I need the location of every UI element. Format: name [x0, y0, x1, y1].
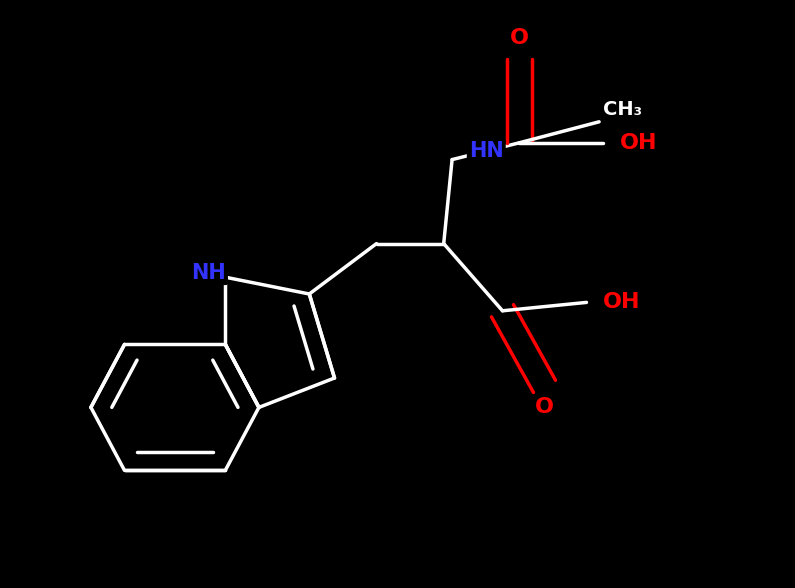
Text: NH: NH	[191, 263, 226, 283]
Text: O: O	[510, 28, 529, 48]
Text: CH₃: CH₃	[603, 100, 642, 119]
Text: OH: OH	[620, 133, 657, 153]
Text: OH: OH	[603, 292, 641, 312]
Text: O: O	[535, 397, 554, 417]
Text: HN: HN	[469, 141, 504, 161]
